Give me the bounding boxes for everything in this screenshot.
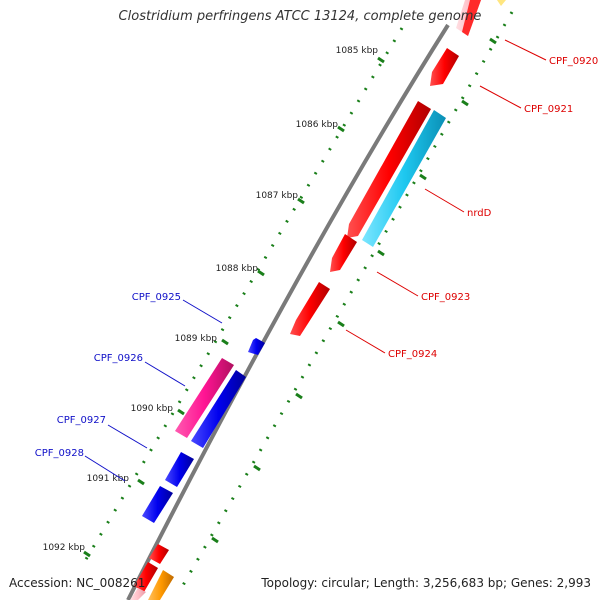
gene-label-cpf-0924[interactable]: CPF_0924 xyxy=(388,349,437,360)
kbp-label: 1090 kbp xyxy=(131,404,174,414)
kbp-label: 1089 kbp xyxy=(175,334,218,344)
gene-arrow-bottom-orange[interactable] xyxy=(148,570,174,600)
gene-arrow-cpf-0924[interactable] xyxy=(290,282,330,336)
genome-backbone xyxy=(126,23,450,600)
gene-label-cpf-0926[interactable]: CPF_0926 xyxy=(94,353,143,364)
gene-arrow-bottom-pale[interactable] xyxy=(130,588,146,600)
inner-major-ticks xyxy=(211,37,497,544)
gene-label-cpf-0920[interactable]: CPF_0920 xyxy=(549,56,598,67)
gene-arrow-cpf-0926-blue[interactable] xyxy=(191,370,246,448)
gene-arrow-nrdd[interactable] xyxy=(362,110,446,247)
gene-arrow-cpf-0928[interactable] xyxy=(142,486,173,523)
genome-summary: Topology: circular; Length: 3,256,683 bp… xyxy=(261,576,591,590)
gene-arrow-cpf-0921[interactable] xyxy=(430,48,459,86)
kbp-label: 1088 kbp xyxy=(216,264,259,274)
kbp-label: 1091 kbp xyxy=(87,474,130,484)
gene-arrow-top-yellow[interactable] xyxy=(497,0,506,6)
plus-leader-lines xyxy=(345,39,547,354)
gene-label-cpf-0928[interactable]: CPF_0928 xyxy=(35,448,84,459)
gene-arrow-bottom-red-1[interactable] xyxy=(149,544,169,564)
accession-label: Accession: NC_008261 xyxy=(9,576,146,590)
gene-arrow-nrdd-upstream[interactable] xyxy=(347,101,431,238)
kbp-label: 1086 kbp xyxy=(296,120,339,130)
kbp-major-ticks xyxy=(83,56,385,558)
gene-label-cpf-0923[interactable]: CPF_0923 xyxy=(421,292,470,303)
kbp-label: 1092 kbp xyxy=(43,543,86,553)
kbp-label: 1085 kbp xyxy=(336,46,379,56)
minus-leader-lines xyxy=(84,299,223,482)
gene-arrow-cpf-0923[interactable] xyxy=(330,234,357,272)
gene-arrow-cpf-0920-fill xyxy=(462,0,481,36)
gene-arrow-cpf-0926[interactable] xyxy=(175,358,234,438)
map-title: Clostridium perfringens ATCC 13124, comp… xyxy=(118,9,482,24)
gene-arrow-bottom-red-2[interactable] xyxy=(134,562,158,592)
inner-tick-track xyxy=(176,11,514,595)
gene-label-nrdd[interactable]: nrdD xyxy=(467,208,492,219)
plus-strand-genes xyxy=(290,0,481,336)
gene-label-cpf-0921[interactable]: CPF_0921 xyxy=(524,104,573,115)
gene-arrow-cpf-0925[interactable] xyxy=(248,338,265,355)
gene-arrow-cpf-0927[interactable] xyxy=(165,452,194,487)
kbp-label: 1087 kbp xyxy=(256,191,299,201)
gene-label-cpf-0925[interactable]: CPF_0925 xyxy=(132,292,181,303)
outer-tick-track xyxy=(80,27,404,567)
gene-label-cpf-0927[interactable]: CPF_0927 xyxy=(57,415,106,426)
minus-strand-genes xyxy=(130,338,265,600)
